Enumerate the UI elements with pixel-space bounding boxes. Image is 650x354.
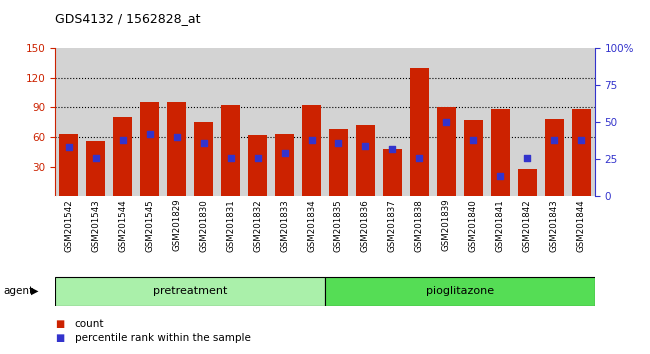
Bar	[325, 277, 595, 306]
Text: GSM201840: GSM201840	[469, 199, 478, 252]
Bar	[113, 117, 132, 196]
Point	[172, 134, 182, 140]
Bar	[221, 105, 240, 196]
Point	[387, 146, 398, 152]
Text: agent: agent	[3, 286, 33, 296]
Point	[280, 150, 290, 156]
Text: GSM201835: GSM201835	[334, 199, 343, 252]
Text: ▶: ▶	[31, 286, 39, 296]
Bar	[248, 135, 267, 196]
Text: GSM201837: GSM201837	[388, 199, 397, 252]
Text: GSM201844: GSM201844	[577, 199, 586, 252]
Text: GSM201843: GSM201843	[550, 199, 559, 252]
Point	[576, 137, 586, 143]
Point	[226, 155, 236, 161]
Text: GSM201838: GSM201838	[415, 199, 424, 252]
Text: pretreatment: pretreatment	[153, 286, 228, 296]
Text: GSM201834: GSM201834	[307, 199, 316, 252]
Point	[495, 173, 506, 178]
Bar	[167, 102, 186, 196]
Bar	[491, 109, 510, 196]
Text: ■: ■	[55, 319, 64, 329]
Text: GSM201832: GSM201832	[253, 199, 262, 252]
Bar	[545, 119, 564, 196]
Text: GSM201829: GSM201829	[172, 199, 181, 251]
Point	[414, 155, 424, 161]
Bar	[518, 169, 537, 196]
Bar	[410, 68, 429, 196]
Text: ■: ■	[55, 333, 64, 343]
Bar	[59, 134, 78, 196]
Text: GSM201543: GSM201543	[91, 199, 100, 252]
Bar	[383, 149, 402, 196]
Bar	[194, 122, 213, 196]
Text: GSM201833: GSM201833	[280, 199, 289, 252]
Bar	[55, 277, 325, 306]
Bar	[302, 105, 321, 196]
Bar	[140, 102, 159, 196]
Text: GSM201836: GSM201836	[361, 199, 370, 252]
Text: percentile rank within the sample: percentile rank within the sample	[75, 333, 251, 343]
Bar	[437, 107, 456, 196]
Point	[90, 155, 101, 161]
Text: GSM201830: GSM201830	[199, 199, 208, 252]
Text: GSM201831: GSM201831	[226, 199, 235, 252]
Point	[198, 140, 209, 146]
Point	[522, 155, 532, 161]
Point	[144, 131, 155, 137]
Bar	[86, 141, 105, 196]
Text: count: count	[75, 319, 104, 329]
Point	[306, 137, 317, 143]
Text: GSM201842: GSM201842	[523, 199, 532, 252]
Point	[441, 119, 452, 125]
Text: pioglitazone: pioglitazone	[426, 286, 494, 296]
Text: GSM201841: GSM201841	[496, 199, 505, 252]
Bar	[275, 134, 294, 196]
Bar	[464, 120, 483, 196]
Point	[252, 155, 263, 161]
Bar	[572, 109, 591, 196]
Text: GSM201545: GSM201545	[145, 199, 154, 252]
Point	[333, 140, 344, 146]
Bar	[356, 125, 375, 196]
Text: GSM201839: GSM201839	[442, 199, 451, 251]
Point	[118, 137, 128, 143]
Text: GSM201542: GSM201542	[64, 199, 73, 252]
Point	[64, 144, 74, 150]
Text: GDS4132 / 1562828_at: GDS4132 / 1562828_at	[55, 12, 201, 25]
Point	[549, 137, 560, 143]
Point	[360, 143, 370, 149]
Point	[468, 137, 478, 143]
Bar	[329, 129, 348, 196]
Text: GSM201544: GSM201544	[118, 199, 127, 252]
